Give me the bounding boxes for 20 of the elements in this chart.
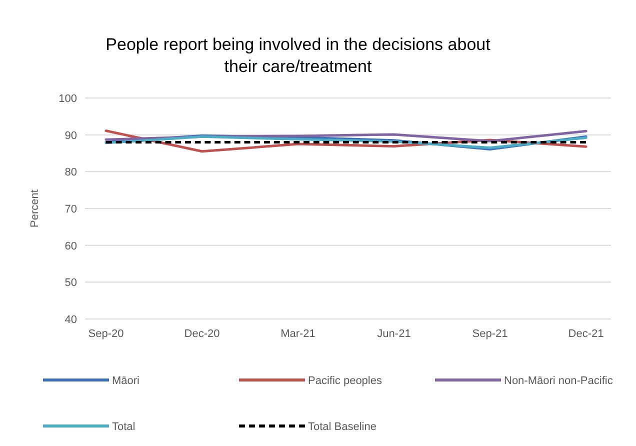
legend-label: Total Baseline — [308, 421, 376, 433]
legend-label: Total — [112, 421, 136, 433]
y-tick-label: 90 — [64, 130, 77, 142]
y-tick-label: 100 — [58, 93, 77, 105]
y-tick-label: 40 — [64, 314, 77, 326]
legend-label: Non-Māori non-Pacific — [504, 375, 614, 387]
x-tick-label: Sep-20 — [88, 328, 124, 340]
legend-label: Pacific peoples — [308, 375, 382, 387]
y-tick-label: 60 — [64, 240, 77, 252]
chart-title: People report being involved in the decisions about their care/treatment — [106, 35, 491, 76]
legend-label: Māori — [112, 375, 140, 387]
x-tick-label: Sep-21 — [472, 328, 508, 340]
x-tick-label: Dec-20 — [184, 328, 220, 340]
y-tick-label: 80 — [64, 166, 77, 179]
x-tick-label: Jun-21 — [377, 328, 411, 340]
y-axis-title: Percent — [29, 190, 41, 228]
x-tick-label: Mar-21 — [280, 328, 316, 340]
y-tick-label: 70 — [64, 204, 77, 216]
y-tick-label: 50 — [64, 277, 77, 290]
x-tick-label: Dec-21 — [568, 328, 604, 340]
